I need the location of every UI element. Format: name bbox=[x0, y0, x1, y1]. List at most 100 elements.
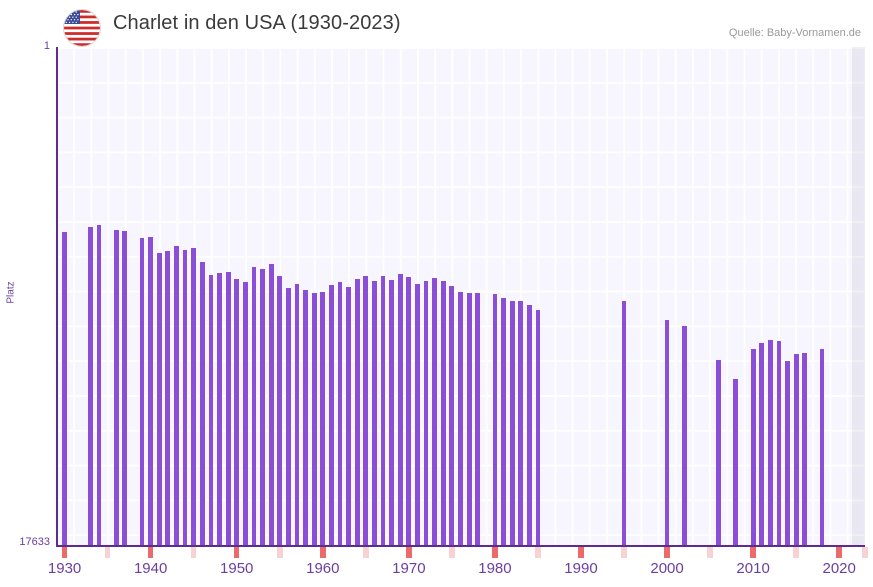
marker-1965 bbox=[363, 547, 369, 558]
marker-1985 bbox=[535, 547, 541, 558]
bar-1961[interactable] bbox=[328, 285, 334, 545]
bar-1958[interactable] bbox=[303, 290, 308, 545]
y-axis-line bbox=[56, 47, 58, 545]
marker-1955 bbox=[277, 547, 283, 558]
source-label: Quelle: Baby-Vornamen.de bbox=[728, 27, 861, 39]
bar-1978[interactable] bbox=[475, 292, 481, 545]
bar-1976[interactable] bbox=[458, 292, 463, 545]
x-tick-1940: 1940 bbox=[133, 560, 168, 577]
bar-1944[interactable] bbox=[182, 249, 188, 545]
bar-1963[interactable] bbox=[346, 286, 352, 545]
bar-1966[interactable] bbox=[372, 280, 377, 545]
bar-2006[interactable] bbox=[716, 360, 722, 545]
bar-2016[interactable] bbox=[802, 352, 808, 545]
bar-1962[interactable] bbox=[337, 282, 343, 545]
us-flag-icon bbox=[63, 9, 101, 47]
bar-1940[interactable] bbox=[148, 236, 154, 545]
bar-1946[interactable] bbox=[199, 261, 205, 545]
bar-1956[interactable] bbox=[285, 287, 291, 545]
bar-1953[interactable] bbox=[260, 269, 265, 545]
y-axis-title: Platz bbox=[5, 281, 17, 304]
bar-1980[interactable] bbox=[492, 293, 498, 545]
bar-series bbox=[56, 47, 865, 545]
y-axis-tick-top: 1 bbox=[43, 40, 50, 52]
bar-1965[interactable] bbox=[363, 276, 369, 545]
marker-2023 bbox=[862, 547, 868, 558]
decade-marker-strip bbox=[56, 547, 868, 558]
bar-2000[interactable] bbox=[664, 319, 670, 545]
bar-1983[interactable] bbox=[518, 301, 524, 545]
bar-1933[interactable] bbox=[88, 226, 93, 545]
bar-1971[interactable] bbox=[415, 283, 420, 545]
bar-1957[interactable] bbox=[294, 283, 300, 545]
bar-1947[interactable] bbox=[208, 275, 214, 545]
y-axis-tick-bottom: 17633 bbox=[19, 536, 50, 548]
bar-1955[interactable] bbox=[277, 276, 283, 545]
bar-2008[interactable] bbox=[733, 378, 739, 545]
x-axis-tick-labels: 1930 1940 1950 1960 1970 1980 1990 2000 2010 2020 bbox=[0, 560, 873, 584]
x-tick-1990: 1990 bbox=[564, 560, 598, 577]
bar-1960[interactable] bbox=[320, 291, 326, 545]
marker-1950 bbox=[233, 547, 240, 558]
x-axis-line bbox=[56, 545, 865, 547]
x-tick-2000: 2000 bbox=[650, 560, 684, 577]
bar-1984[interactable] bbox=[526, 304, 532, 545]
bar-1934[interactable] bbox=[96, 224, 102, 545]
x-tick-1960: 1960 bbox=[306, 560, 340, 577]
bar-1951[interactable] bbox=[242, 281, 248, 545]
bar-1948[interactable] bbox=[217, 272, 222, 545]
bar-1974[interactable] bbox=[440, 281, 446, 545]
bar-1954[interactable] bbox=[268, 263, 274, 545]
bar-1968[interactable] bbox=[389, 280, 395, 545]
bar-2013[interactable] bbox=[776, 340, 782, 545]
us-flag-svg bbox=[64, 10, 100, 46]
future-shaded-band bbox=[852, 47, 865, 545]
marker-1960 bbox=[320, 547, 326, 558]
bar-1943[interactable] bbox=[174, 246, 179, 545]
bar-1995[interactable] bbox=[621, 300, 627, 545]
x-tick-1980: 1980 bbox=[478, 560, 512, 577]
bar-1973[interactable] bbox=[432, 278, 438, 545]
bar-1981[interactable] bbox=[501, 297, 506, 545]
x-tick-2020: 2020 bbox=[822, 560, 856, 577]
bar-1950[interactable] bbox=[234, 278, 240, 545]
bar-1959[interactable] bbox=[311, 292, 317, 545]
bar-1930[interactable] bbox=[62, 231, 67, 545]
plot-area bbox=[56, 47, 865, 545]
bar-2014[interactable] bbox=[785, 360, 790, 545]
bar-1985[interactable] bbox=[535, 310, 541, 545]
bar-1964[interactable] bbox=[354, 278, 360, 545]
bar-1939[interactable] bbox=[139, 238, 145, 545]
bar-1967[interactable] bbox=[380, 276, 386, 545]
marker-1945 bbox=[190, 547, 197, 558]
bar-1949[interactable] bbox=[225, 272, 231, 545]
marker-2000 bbox=[664, 547, 670, 558]
marker-1935 bbox=[104, 547, 111, 558]
bar-1972[interactable] bbox=[423, 280, 429, 545]
marker-1930 bbox=[61, 547, 68, 558]
bar-1945[interactable] bbox=[191, 248, 197, 545]
bar-1982[interactable] bbox=[509, 300, 515, 545]
x-tick-1950: 1950 bbox=[220, 560, 254, 577]
bar-1977[interactable] bbox=[466, 292, 472, 545]
bar-2010[interactable] bbox=[750, 349, 756, 545]
bar-1936[interactable] bbox=[113, 230, 119, 545]
marker-1975 bbox=[449, 547, 455, 558]
bar-2011[interactable] bbox=[759, 342, 765, 545]
marker-2010 bbox=[750, 547, 756, 558]
bar-1937[interactable] bbox=[122, 231, 128, 545]
x-tick-1970: 1970 bbox=[392, 560, 426, 577]
chart-header: Charlet in den USA (1930-2023) Quelle: B… bbox=[0, 0, 873, 47]
bar-1941[interactable] bbox=[156, 253, 162, 545]
bar-1970[interactable] bbox=[406, 277, 412, 545]
bar-1975[interactable] bbox=[449, 286, 455, 545]
bar-1942[interactable] bbox=[165, 250, 171, 545]
page-title: Charlet in den USA (1930-2023) bbox=[113, 12, 401, 34]
bar-1952[interactable] bbox=[251, 266, 257, 545]
bar-2002[interactable] bbox=[681, 325, 687, 545]
bar-2012[interactable] bbox=[767, 340, 773, 545]
bar-2015[interactable] bbox=[793, 353, 799, 545]
bar-2018[interactable] bbox=[819, 348, 825, 545]
bar-1969[interactable] bbox=[397, 273, 403, 545]
